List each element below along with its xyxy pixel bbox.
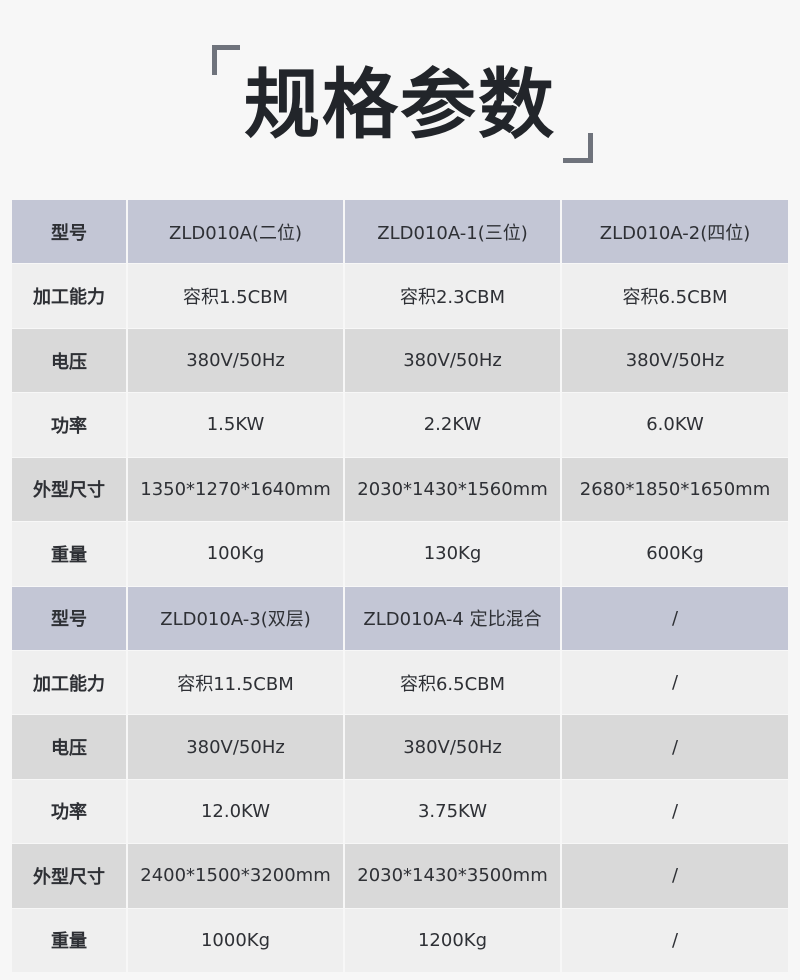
row-label: 功率 <box>12 393 126 457</box>
table-cell: 3.75KW <box>345 779 560 844</box>
row-label: 加工能力 <box>12 264 126 328</box>
corner-bracket-bottom-right <box>563 133 593 163</box>
table-cell: 容积11.5CBM <box>128 650 343 715</box>
row-label: 电压 <box>12 328 126 393</box>
table-cell: 2680*1850*1650mm <box>562 457 788 522</box>
table-cell: 6.0KW <box>562 393 788 457</box>
page-title: 规格参数 <box>244 60 556 149</box>
table-cell: / <box>562 779 788 844</box>
spec-table: 型号 ZLD010A(二位) ZLD010A-1(三位) ZLD010A-2(四位) 加… <box>12 200 788 972</box>
table-cell: 130Kg <box>345 522 560 586</box>
table-cell: ZLD010A-2(四位) <box>562 200 788 264</box>
table-cell: 1350*1270*1640mm <box>128 457 343 522</box>
row-label: 加工能力 <box>12 650 126 715</box>
table-cell: 1200Kg <box>345 908 560 972</box>
row-label: 外型尺寸 <box>12 457 126 522</box>
table-cell: 2030*1430*1560mm <box>345 457 560 522</box>
row-label: 型号 <box>12 586 126 650</box>
table-cell: ZLD010A-3(双层) <box>128 586 343 650</box>
table-cell: 1000Kg <box>128 908 343 972</box>
table-cell: 12.0KW <box>128 779 343 844</box>
table-cell: ZLD010A-4 定比混合 <box>345 586 560 650</box>
table-cell: / <box>562 650 788 715</box>
row-label: 重量 <box>12 908 126 972</box>
table-cell: 600Kg <box>562 522 788 586</box>
row-label: 重量 <box>12 522 126 586</box>
table-cell: 2.2KW <box>345 393 560 457</box>
table-cell: 容积1.5CBM <box>128 264 343 328</box>
row-label: 功率 <box>12 779 126 844</box>
table-cell: 2400*1500*3200mm <box>128 844 343 908</box>
row-label: 外型尺寸 <box>12 844 126 908</box>
table-cell: / <box>562 908 788 972</box>
corner-bracket-top-left <box>212 45 240 75</box>
row-label: 电压 <box>12 715 126 779</box>
table-cell: 1.5KW <box>128 393 343 457</box>
table-cell: 380V/50Hz <box>562 328 788 393</box>
table-cell: / <box>562 715 788 779</box>
table-cell: 容积6.5CBM <box>345 650 560 715</box>
table-cell: ZLD010A(二位) <box>128 200 343 264</box>
table-cell: 容积2.3CBM <box>345 264 560 328</box>
table-cell: ZLD010A-1(三位) <box>345 200 560 264</box>
table-cell: 380V/50Hz <box>345 715 560 779</box>
table-cell: / <box>562 586 788 650</box>
table-cell: 380V/50Hz <box>128 715 343 779</box>
table-cell: 100Kg <box>128 522 343 586</box>
row-label: 型号 <box>12 200 126 264</box>
table-cell: / <box>562 844 788 908</box>
table-cell: 2030*1430*3500mm <box>345 844 560 908</box>
table-cell: 容积6.5CBM <box>562 264 788 328</box>
table-cell: 380V/50Hz <box>128 328 343 393</box>
table-cell: 380V/50Hz <box>345 328 560 393</box>
